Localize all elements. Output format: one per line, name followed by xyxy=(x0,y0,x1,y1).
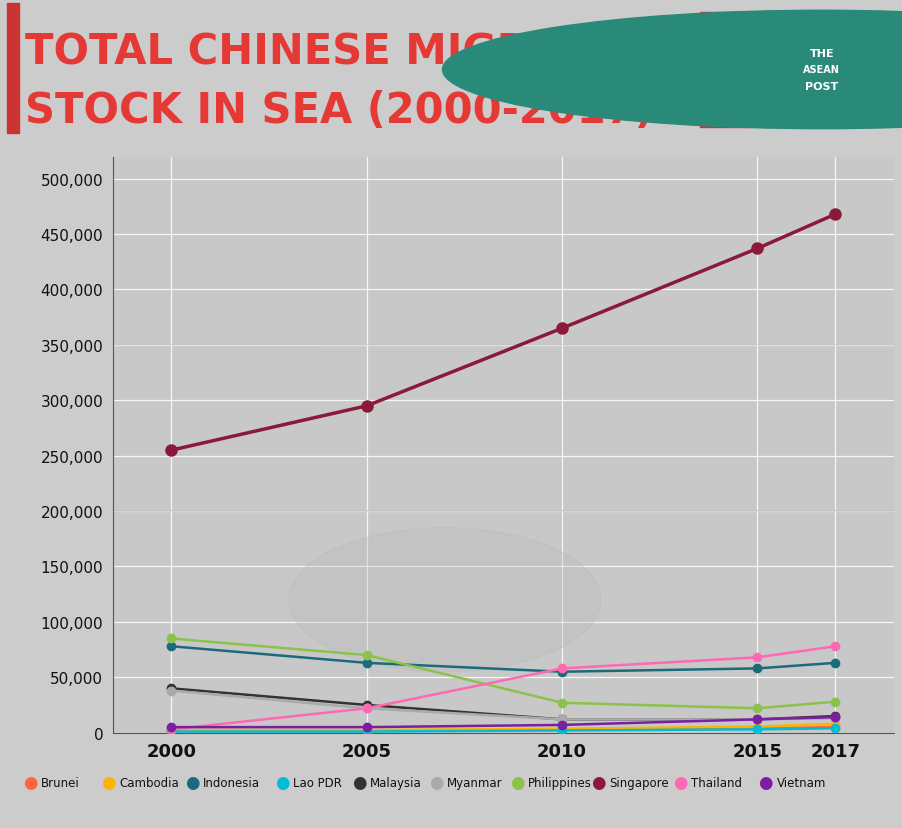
Text: Lao PDR: Lao PDR xyxy=(293,776,342,789)
Text: THE: THE xyxy=(808,49,833,59)
Text: ●: ● xyxy=(275,773,290,792)
Text: ●: ● xyxy=(23,773,37,792)
Text: TOTAL CHINESE MIGRANT: TOTAL CHINESE MIGRANT xyxy=(25,31,624,73)
Text: ●: ● xyxy=(758,773,772,792)
Bar xyxy=(7,4,19,134)
Text: ●: ● xyxy=(185,773,199,792)
Bar xyxy=(699,78,749,128)
Text: Cambodia: Cambodia xyxy=(119,776,179,789)
Text: Myanmar: Myanmar xyxy=(446,776,502,789)
Circle shape xyxy=(442,12,902,129)
Text: Vietnam: Vietnam xyxy=(776,776,825,789)
Text: ●: ● xyxy=(101,773,115,792)
Ellipse shape xyxy=(289,528,601,672)
Bar xyxy=(699,12,749,64)
Text: ASEAN: ASEAN xyxy=(803,65,839,75)
Text: ●: ● xyxy=(510,773,524,792)
Text: STOCK IN SEA (2000-2017): STOCK IN SEA (2000-2017) xyxy=(25,90,653,132)
Ellipse shape xyxy=(0,305,902,719)
Text: POST: POST xyxy=(805,82,837,92)
Text: Singapore: Singapore xyxy=(609,776,668,789)
Text: Indonesia: Indonesia xyxy=(203,776,260,789)
Text: Malaysia: Malaysia xyxy=(370,776,421,789)
Text: ●: ● xyxy=(591,773,605,792)
Text: ●: ● xyxy=(352,773,366,792)
Text: Brunei: Brunei xyxy=(41,776,79,789)
Text: Philippines: Philippines xyxy=(528,776,592,789)
Text: ●: ● xyxy=(428,773,443,792)
Ellipse shape xyxy=(0,191,902,500)
Text: Thailand: Thailand xyxy=(690,776,741,789)
Text: ●: ● xyxy=(672,773,686,792)
